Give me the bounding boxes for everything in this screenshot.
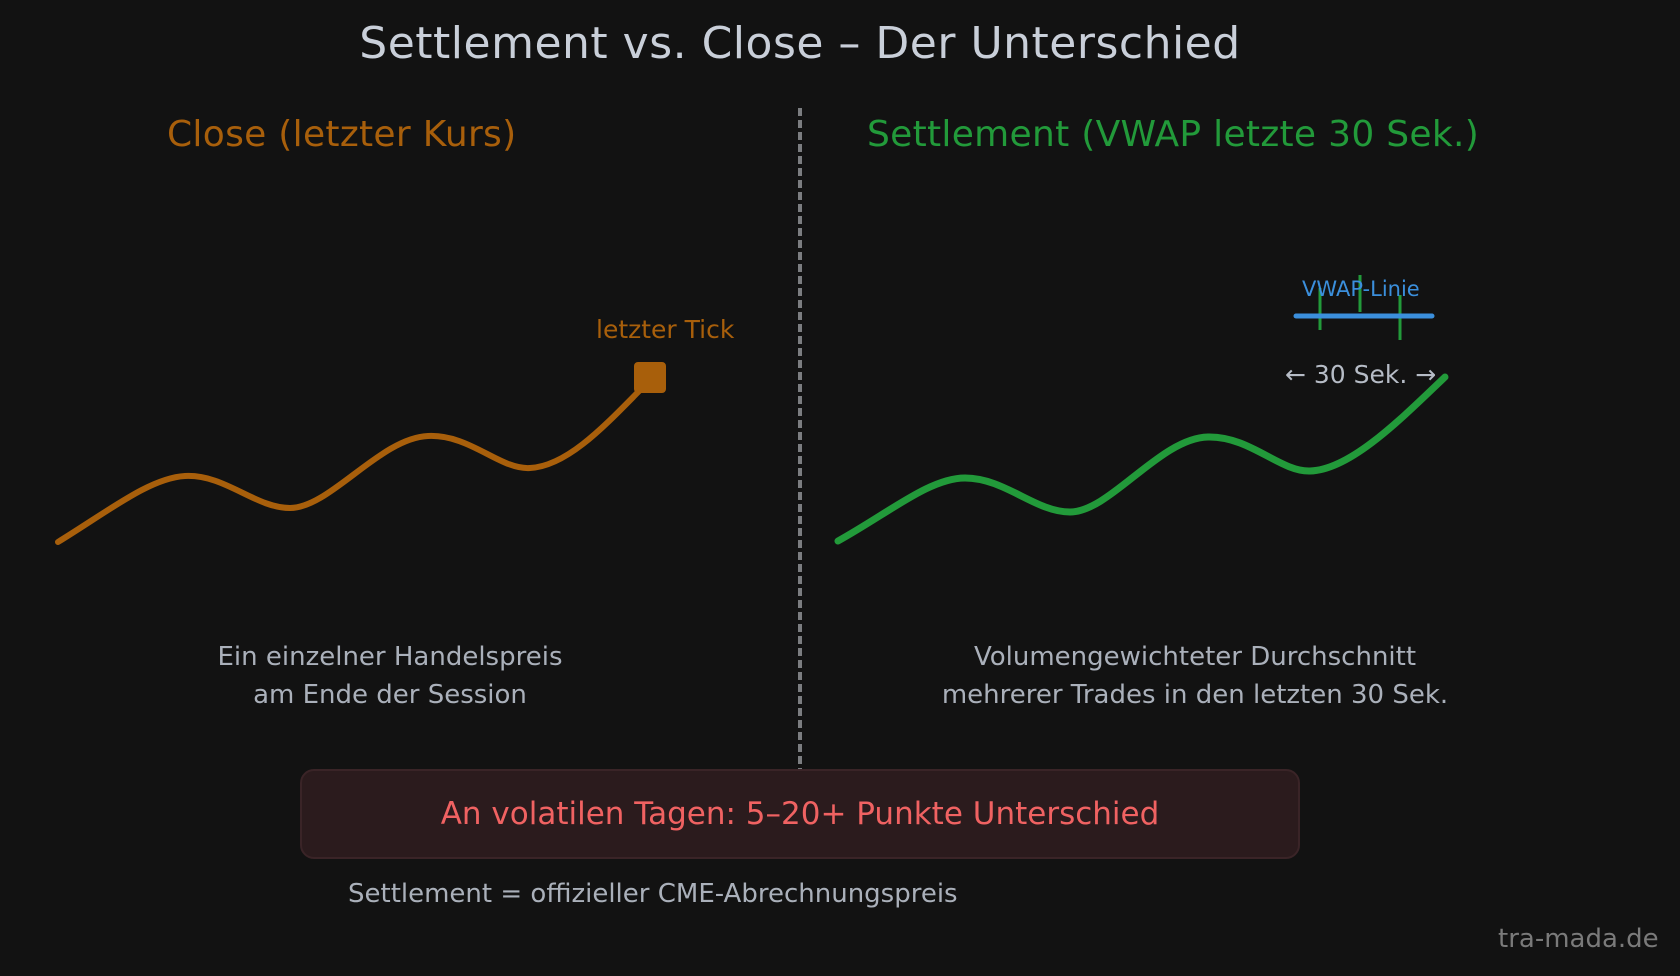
settlement-caption-line-2: mehrerer Trades in den letzten 30 Sek.: [941, 680, 1449, 710]
last-tick-marker: [634, 362, 666, 393]
close-heading: Close (letzter Kurs): [167, 114, 517, 155]
vwap-line-label: VWAP-Linie: [1302, 277, 1420, 301]
volatility-banner: An volatilen Tagen: 5–20+ Punkte Untersc…: [300, 769, 1300, 859]
close-caption-line-1: Ein einzelner Handelspreis: [217, 642, 563, 672]
footnote: Settlement = offizieller CME-Abrechnungs…: [348, 879, 958, 909]
settlement-heading: Settlement (VWAP letzte 30 Sek.): [867, 114, 1480, 155]
close-caption: Ein einzelner Handelspreis am Ende der S…: [130, 638, 650, 714]
settlement-caption: Volumengewichteter Durchschnitt mehrerer…: [880, 638, 1510, 714]
close-caption-line-2: am Ende der Session: [253, 680, 527, 710]
thirty-second-window-label: ← 30 Sek. →: [1285, 360, 1437, 389]
banner-text: An volatilen Tagen: 5–20+ Punkte Untersc…: [440, 796, 1160, 832]
close-price-curve: [55, 377, 653, 545]
watermark: tra-mada.de: [1498, 924, 1659, 954]
panel-divider: [798, 108, 802, 836]
last-tick-label: letzter Tick: [596, 315, 735, 344]
diagram-title: Settlement vs. Close – Der Unterschied: [359, 18, 1241, 69]
settlement-price-curve: [834, 373, 1449, 545]
settlement-caption-line-1: Volumengewichteter Durchschnitt: [973, 642, 1417, 672]
